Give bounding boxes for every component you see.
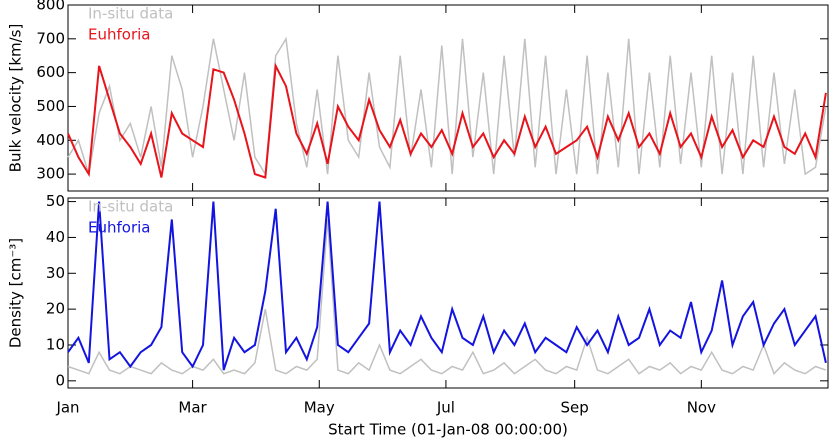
y-tick-label: 300 <box>36 165 65 183</box>
y-tick-label: 30 <box>46 264 65 282</box>
data-line <box>67 201 827 371</box>
y-tick-label: 40 <box>46 228 65 246</box>
legend-label: In-situ data <box>88 5 173 23</box>
x-tick-label: Jan <box>55 399 79 417</box>
y-tick-label: 800 <box>36 0 65 14</box>
y-tick-label: 400 <box>36 131 65 149</box>
data-line <box>67 219 827 376</box>
y-tick-label: 700 <box>36 29 65 47</box>
y-tick-label: 10 <box>46 335 65 353</box>
x-tick-label: Sep <box>561 399 589 417</box>
legend-label: Euhforia <box>88 26 150 44</box>
y-tick-label: 600 <box>36 63 65 81</box>
plot-frame <box>67 197 829 389</box>
data-line <box>67 62 827 179</box>
y-tick-label: 0 <box>55 371 65 389</box>
y-axis-label: Bulk velocity [km/s] <box>7 24 25 173</box>
x-tick-label: Nov <box>687 399 716 417</box>
y-axis-label: Density [cm⁻³] <box>7 238 25 348</box>
plot-frame <box>67 4 829 192</box>
y-tick-label: 500 <box>36 97 65 115</box>
data-line <box>67 36 827 177</box>
y-tick-label: 20 <box>46 300 65 318</box>
x-tick-label: May <box>304 399 335 417</box>
legend-label: In-situ data <box>88 198 173 216</box>
x-tick-label: Jul <box>436 399 455 417</box>
x-axis-label: Start Time (01-Jan-08 00:00:00) <box>328 421 568 439</box>
x-tick-label: Mar <box>178 399 207 417</box>
legend-label: Euhforia <box>88 219 150 237</box>
y-tick-label: 50 <box>46 192 65 210</box>
